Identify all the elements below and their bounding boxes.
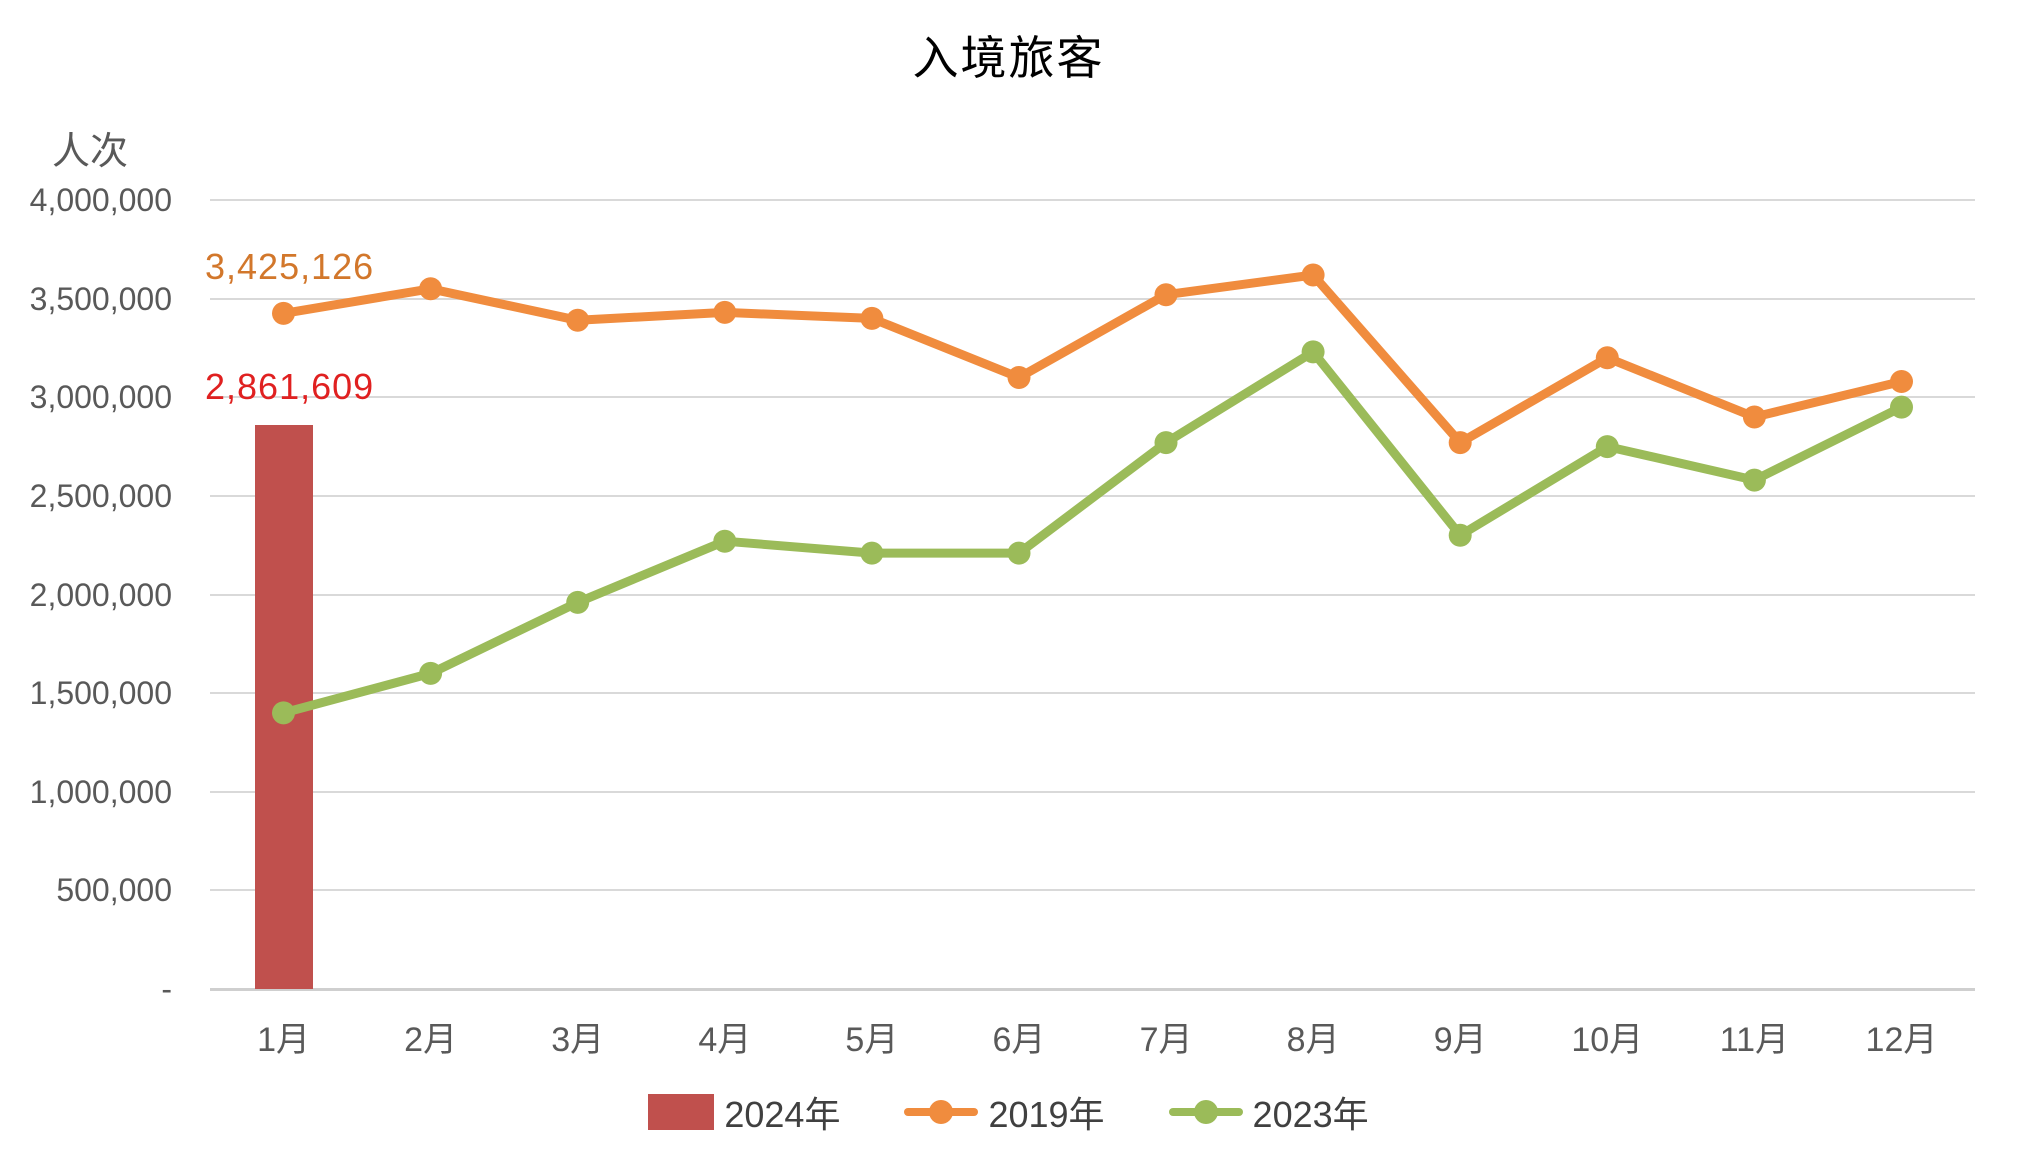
point-2019年-7月 [1154, 283, 1178, 307]
point-2019年-12月 [1890, 370, 1913, 393]
point-2019年-8月 [1301, 263, 1325, 287]
point-2019年-2月 [419, 277, 443, 301]
x-tick-label: 1月 [257, 1021, 310, 1059]
y-tick-label: 2,000,000 [29, 576, 172, 613]
y-tick-label: 1,500,000 [29, 675, 172, 712]
point-2023年-4月 [713, 529, 737, 553]
x-tick-label: 11月 [1719, 1021, 1790, 1059]
point-2023年-8月 [1301, 340, 1325, 364]
point-2019年-11月 [1742, 405, 1766, 429]
point-2019年-4月 [713, 300, 737, 324]
gridline [210, 790, 1975, 793]
x-tick-label: 7月 [1139, 1021, 1193, 1059]
data-label-2019-jan: 3,425,126 [205, 246, 375, 287]
point-2023年-2月 [419, 661, 443, 685]
x-tick-label: 8月 [1286, 1021, 1340, 1059]
point-2023年-12月 [1890, 395, 1913, 419]
point-2023年-10月 [1595, 435, 1619, 459]
y-tick-label: 1,000,000 [29, 773, 172, 810]
x-tick-label: 4月 [698, 1021, 752, 1059]
y-axis-unit-label: 人次 [52, 131, 129, 173]
point-2019年-3月 [566, 308, 590, 332]
x-tick-label: 2月 [404, 1021, 458, 1059]
legend-item-2024年: 2024年 [648, 1086, 840, 1138]
x-tick-label: 12月 [1865, 1021, 1938, 1059]
x-axis-line [210, 988, 1975, 991]
legend-dot-icon [1193, 1100, 1218, 1124]
line-2023年 [279, 347, 1906, 718]
gridline [210, 396, 1975, 399]
y-tick-label: 4,000,000 [29, 182, 172, 218]
legend-item-2023年: 2023年 [1168, 1086, 1369, 1138]
point-2023年-1月 [272, 701, 295, 725]
legend-swatch-line-icon [904, 1099, 979, 1125]
point-2019年-5月 [860, 306, 884, 330]
point-2023年-3月 [566, 590, 590, 614]
gridline [210, 593, 1975, 596]
chart-title: 入境旅客 [912, 32, 1105, 84]
x-tick-label: 9月 [1433, 1021, 1487, 1059]
gridline [210, 297, 1975, 300]
point-2023年-7月 [1154, 431, 1178, 455]
point-2019年-6月 [1007, 366, 1031, 389]
gridline [210, 889, 1975, 892]
gridline [210, 692, 1975, 695]
legend-label: 2019年 [988, 1094, 1105, 1135]
plot-area [210, 199, 1975, 991]
legend-dot-icon [929, 1100, 954, 1124]
y-tick-label: 500,000 [56, 872, 172, 909]
x-tick-label: 5月 [845, 1021, 899, 1059]
line-2019年 [279, 270, 1906, 448]
legend-label: 2023年 [1252, 1094, 1369, 1135]
point-2019年-10月 [1595, 346, 1619, 370]
point-2023年-5月 [860, 541, 884, 565]
data-label-2024-jan: 2,861,609 [205, 366, 375, 407]
point-2019年-9月 [1448, 431, 1472, 455]
x-tick-label: 10月 [1571, 1021, 1644, 1059]
legend: 2024年 2019年 2023年 [0, 1086, 2017, 1138]
point-2019年-1月 [272, 301, 295, 325]
legend-swatch-bar-icon [648, 1094, 715, 1130]
y-tick-label: 3,500,000 [29, 280, 172, 317]
legend-item-2019年: 2019年 [904, 1086, 1105, 1138]
legend-label: 2024年 [724, 1094, 841, 1135]
x-tick-label: 3月 [551, 1021, 605, 1059]
legend-swatch-line-icon [1168, 1099, 1243, 1125]
point-2023年-9月 [1448, 523, 1472, 547]
y-tick-label: 3,000,000 [29, 379, 172, 416]
line-series-layer [272, 263, 1913, 725]
gridline [210, 199, 1975, 201]
point-2023年-6月 [1007, 541, 1031, 565]
x-tick-label: 6月 [992, 1021, 1046, 1059]
y-tick-label: - [161, 971, 172, 1007]
y-tick-label: 2,500,000 [29, 477, 172, 514]
point-2023年-11月 [1742, 468, 1766, 492]
